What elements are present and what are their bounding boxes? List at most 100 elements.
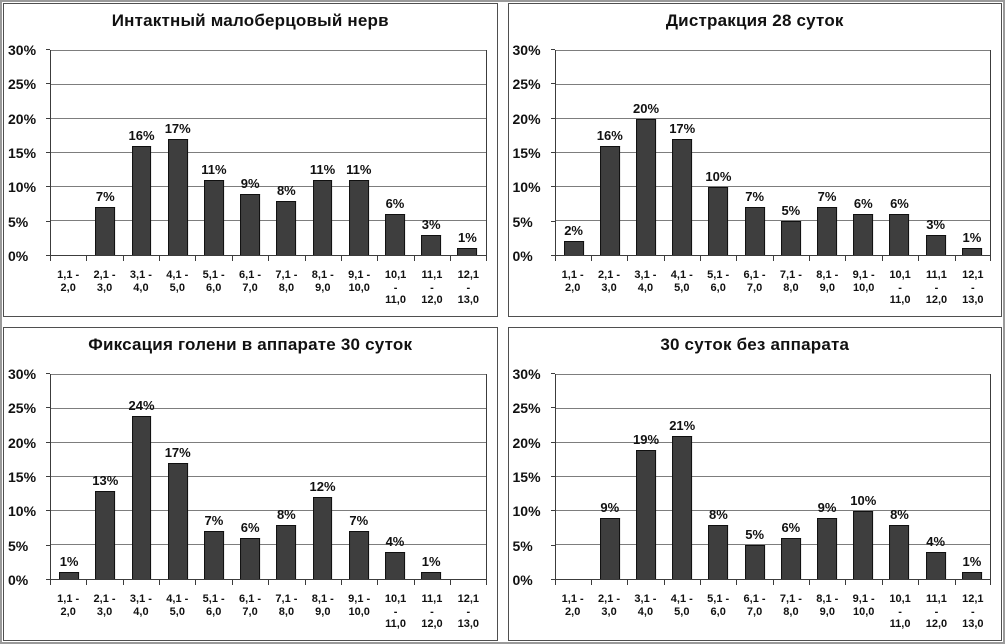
y-tick — [550, 579, 555, 580]
x-tick-label: 3,1 -4,0 — [123, 593, 159, 618]
y-tick-label: 0% — [512, 572, 533, 588]
bar-value-label: 1% — [962, 554, 982, 570]
x-tick-label: 3,1 -4,0 — [627, 593, 663, 618]
bar-slot — [449, 375, 485, 579]
bar-value-label: 20% — [632, 101, 660, 117]
y-tick-label: 20% — [512, 434, 541, 451]
bar-slot: 7% — [737, 51, 773, 255]
x-tick-label-line: 13,0 — [962, 294, 984, 306]
bar — [59, 572, 80, 579]
x-tick-label-line: 4,0 — [637, 605, 654, 618]
x-tick-label-line: 13,0 — [962, 618, 984, 630]
chart-title: Дистракция 28 суток — [665, 11, 844, 30]
bar — [817, 517, 837, 579]
bar-value-label: 11% — [201, 162, 227, 178]
x-tick-label-line: 6,0 — [206, 281, 222, 294]
x-tick-label-line: - — [466, 605, 471, 618]
x-tick-label-line: 9,1 - — [348, 269, 371, 281]
x-tick-label-line: 7,0 — [746, 281, 763, 294]
gridline — [51, 442, 486, 444]
plot-area: 9% 19% 21% 8% 5% 6% 9% 10% 8% 4% 1% — [554, 374, 991, 580]
bar-slot: 1% — [413, 375, 449, 579]
bar — [312, 180, 333, 255]
x-tick — [122, 256, 124, 261]
y-tick — [550, 407, 555, 409]
x-tick-label-line: 4,1 - — [670, 593, 693, 605]
x-tick-label-line: 4,0 — [637, 281, 654, 294]
bar-slot: 19% — [628, 375, 664, 579]
bar-value-label: 7% — [817, 189, 837, 205]
x-tick-label-line: 5,0 — [169, 605, 185, 618]
y-tick — [46, 152, 50, 153]
x-tick-label: 9,1 -10,0 — [845, 269, 881, 294]
bar — [636, 449, 656, 579]
x-tick-label-line: 12,1 — [457, 269, 480, 281]
x-tick — [304, 580, 306, 585]
bar-value-label: 2% — [564, 223, 583, 239]
x-tick — [231, 256, 233, 261]
y-tick-label: 5% — [8, 213, 29, 230]
x-tick-label: 7,1 -8,0 — [268, 593, 304, 618]
x-tick-label: 6,1 -7,0 — [232, 593, 268, 618]
bar-slot: 17% — [160, 375, 196, 579]
x-tick-label: 4,1 -5,0 — [159, 269, 195, 294]
x-axis-labels: 1,1 -2,0 2,1 -3,0 3,1 -4,0 4,1 -5,0 5,1 -6,0… — [50, 586, 487, 640]
bar — [348, 180, 369, 255]
y-tick — [550, 186, 555, 188]
y-tick-label: 30% — [512, 42, 541, 58]
x-tick-label: 11,1-12,0 — [414, 269, 450, 307]
x-tick-label-line: 10,1 — [384, 593, 407, 605]
x-tick-label: 8,1 -9,0 — [305, 269, 341, 294]
x-tick-label-line: 2,0 — [565, 605, 581, 618]
x-tick — [159, 256, 161, 261]
bar-slot: 7% — [809, 51, 845, 255]
y-axis-labels: 0% 5% 10% 15% 20% 25% 30% — [8, 367, 48, 587]
x-tick-label: 4,1 -5,0 — [159, 593, 195, 618]
gridline — [555, 118, 990, 120]
plot-area: 2% 16% 20% 17% 10% 7% 5% 7% 6% 6% 3% 1% — [554, 50, 991, 256]
x-tick-label-line: 11,0 — [385, 618, 406, 630]
gridline — [51, 50, 486, 51]
x-tick — [736, 580, 738, 585]
x-tick-label-line: 9,0 — [315, 281, 331, 294]
bar-value-label: 5% — [781, 203, 801, 219]
x-tick-label-line: 1,1 - — [561, 593, 584, 605]
x-tick-label-line: 9,1 - — [852, 269, 875, 281]
bar-value-label: 6% — [385, 196, 405, 212]
chart-body: 1% 13% 24% 17% 7% 6% 8% 12% 7% 4% 1% 0% 5% 10% 15% 20% 2… — [4, 367, 497, 640]
bar — [131, 146, 152, 255]
x-tick-label-line: - — [393, 605, 398, 618]
y-tick — [46, 441, 50, 443]
y-tick-label: 20% — [512, 110, 541, 127]
x-tick-label-line: 12,0 — [925, 618, 948, 630]
chart-panel-distraction-28-days: Дистракция 28 суток 2% 16% 20% 17% 10% 7% 5% 7%… — [507, 3, 1002, 317]
x-tick-label: 2,1 -3,0 — [591, 269, 627, 294]
gridline — [51, 408, 486, 409]
x-tick — [663, 256, 665, 261]
bar-value-label: 8% — [890, 506, 909, 522]
x-tick — [377, 256, 379, 261]
bar-value-label: 19% — [632, 431, 660, 447]
bar-slot — [556, 375, 592, 579]
gridline — [555, 442, 990, 444]
bar-slot: 6% — [232, 375, 268, 579]
bar — [276, 524, 297, 579]
y-tick — [550, 510, 555, 512]
y-tick-label: 10% — [512, 503, 541, 520]
x-tick — [736, 256, 738, 261]
x-tick — [122, 580, 124, 585]
x-tick — [590, 580, 592, 585]
x-tick-label: 1,1 -2,0 — [555, 593, 591, 618]
bar-value-label: 9% — [817, 499, 837, 515]
bar-slot: 6% — [881, 51, 917, 255]
y-tick-label: 30% — [512, 366, 541, 382]
bar-slot: 7% — [87, 51, 123, 255]
bar-value-label: 3% — [421, 216, 441, 232]
x-tick-label: 12,1-13,0 — [955, 269, 991, 307]
x-tick — [554, 256, 556, 261]
x-tick-label-line: 6,1 - — [743, 593, 766, 605]
bar-slot: 8% — [700, 375, 736, 579]
bar-value-label: 6% — [853, 196, 873, 212]
y-tick — [550, 441, 555, 443]
y-tick — [550, 476, 555, 477]
